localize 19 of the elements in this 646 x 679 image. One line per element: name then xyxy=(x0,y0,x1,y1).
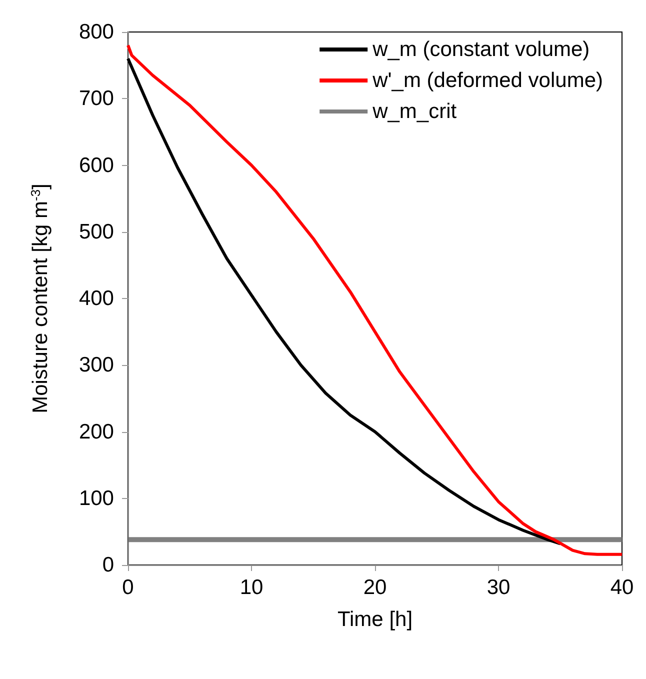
x-tick-label: 0 xyxy=(122,576,134,599)
y-tick-label: 600 xyxy=(78,154,114,177)
x-tick-label: 30 xyxy=(486,576,510,599)
legend-label: w_m_crit xyxy=(372,100,457,123)
y-tick-label: 100 xyxy=(78,486,114,510)
x-tick-label: 20 xyxy=(363,576,387,599)
x-tick-label: 10 xyxy=(240,576,264,599)
x-axis-title: Time [h] xyxy=(337,608,413,631)
y-tick-label: 300 xyxy=(78,354,114,377)
y-tick-label: 200 xyxy=(78,420,114,444)
x-tick-label: 40 xyxy=(610,576,634,599)
y-tick-label: 400 xyxy=(78,287,114,310)
legend-label: w_m (constant volume) xyxy=(372,38,590,61)
y-axis-title: Moisture content [kg m-3] xyxy=(28,184,52,414)
y-tick-label: 700 xyxy=(78,87,114,110)
y-tick-label: 0 xyxy=(102,554,114,576)
legend-label: w'_m (deformed volume) xyxy=(372,69,604,92)
y-tick-label: 800 xyxy=(78,20,114,44)
y-tick-label: 500 xyxy=(78,220,114,244)
